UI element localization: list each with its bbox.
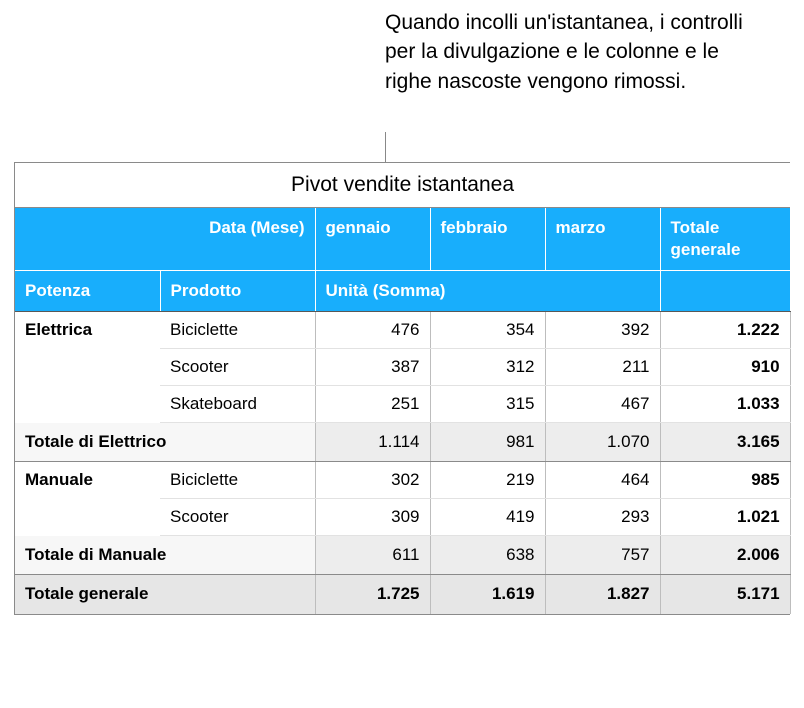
value-cell: 293 (545, 499, 660, 536)
value-cell: 309 (315, 499, 430, 536)
row-total: 1.222 (660, 312, 790, 349)
product-name: Scooter (160, 499, 315, 536)
value-cell: 219 (430, 462, 545, 499)
product-name: Biciclette (160, 462, 315, 499)
table-row: Elettrica Biciclette 476 354 392 1.222 (15, 312, 790, 349)
header-grand-total: Totale generale (660, 208, 790, 271)
table-title: Pivot vendite istantanea (15, 163, 790, 208)
grand-total-cell: 1.619 (430, 575, 545, 614)
grand-total-cell: 1.827 (545, 575, 660, 614)
value-cell: 312 (430, 349, 545, 386)
header-month-1: gennaio (315, 208, 430, 271)
subtotal-cell: 638 (430, 536, 545, 575)
grand-total-cell: 1.725 (315, 575, 430, 614)
subtotal-row: Totale di Manuale 611 638 757 2.006 (15, 536, 790, 575)
subtotal-cell: 611 (315, 536, 430, 575)
row-total: 910 (660, 349, 790, 386)
product-name: Scooter (160, 349, 315, 386)
header-blank-total (660, 271, 790, 312)
value-cell: 302 (315, 462, 430, 499)
value-cell: 419 (430, 499, 545, 536)
header-unita-somma: Unità (Somma) (315, 271, 660, 312)
group-name: Manuale (15, 462, 160, 536)
subtotal-cell: 1.114 (315, 423, 430, 462)
header-month-2: febbraio (430, 208, 545, 271)
grand-total-label: Totale generale (15, 575, 315, 614)
value-cell: 211 (545, 349, 660, 386)
value-cell: 476 (315, 312, 430, 349)
subtotal-cell: 981 (430, 423, 545, 462)
header-potenza: Potenza (15, 271, 160, 312)
value-cell: 392 (545, 312, 660, 349)
value-cell: 251 (315, 386, 430, 423)
row-total: 1.021 (660, 499, 790, 536)
header-month-3: marzo (545, 208, 660, 271)
product-name: Skateboard (160, 386, 315, 423)
subtotal-total: 3.165 (660, 423, 790, 462)
header-row-months: Data (Mese) gennaio febbraio marzo Total… (15, 208, 790, 271)
pivot-table: Pivot vendite istantanea Data (Mese) gen… (15, 163, 791, 614)
group-name: Elettrica (15, 312, 160, 423)
value-cell: 464 (545, 462, 660, 499)
subtotal-total: 2.006 (660, 536, 790, 575)
value-cell: 315 (430, 386, 545, 423)
row-total: 985 (660, 462, 790, 499)
subtotal-label: Totale di Elettrico (15, 423, 315, 462)
subtotal-row: Totale di Elettrico 1.114 981 1.070 3.16… (15, 423, 790, 462)
callout-leader-line (385, 132, 386, 162)
subtotal-cell: 1.070 (545, 423, 660, 462)
callout-text: Quando incolli un'istantanea, i controll… (385, 8, 755, 96)
table-title-row: Pivot vendite istantanea (15, 163, 790, 208)
value-cell: 467 (545, 386, 660, 423)
header-prodotto: Prodotto (160, 271, 315, 312)
value-cell: 387 (315, 349, 430, 386)
pivot-table-container: Pivot vendite istantanea Data (Mese) gen… (14, 162, 790, 615)
product-name: Biciclette (160, 312, 315, 349)
row-total: 1.033 (660, 386, 790, 423)
subtotal-cell: 757 (545, 536, 660, 575)
header-row-fields: Potenza Prodotto Unità (Somma) (15, 271, 790, 312)
grand-total-total: 5.171 (660, 575, 790, 614)
subtotal-label: Totale di Manuale (15, 536, 315, 575)
grand-total-row: Totale generale 1.725 1.619 1.827 5.171 (15, 575, 790, 614)
value-cell: 354 (430, 312, 545, 349)
table-row: Manuale Biciclette 302 219 464 985 (15, 462, 790, 499)
header-data-mese: Data (Mese) (15, 208, 315, 271)
